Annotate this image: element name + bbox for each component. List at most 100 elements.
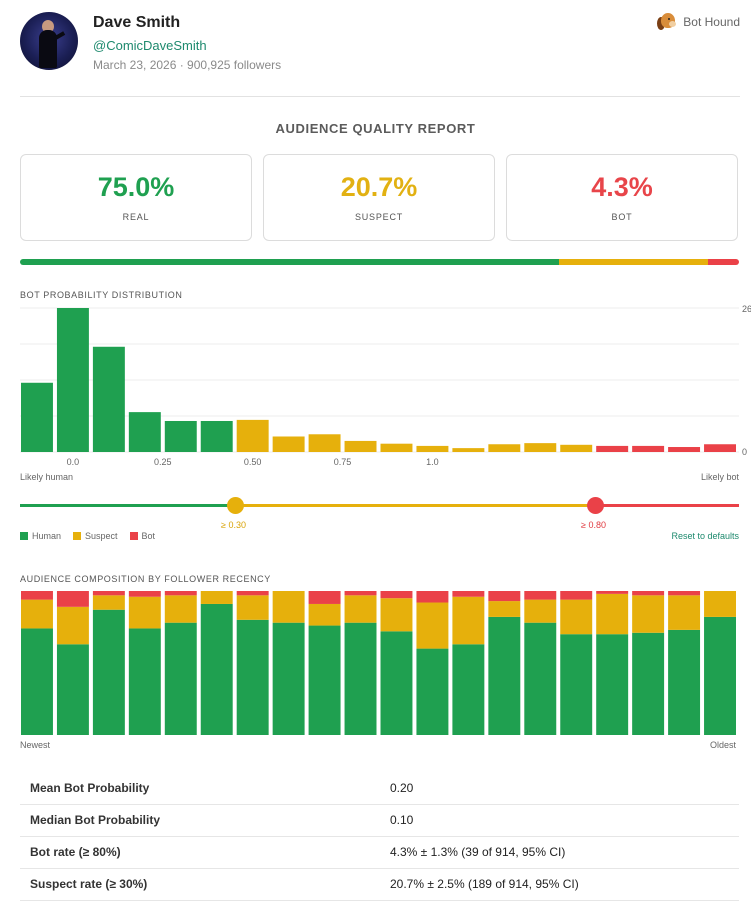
distribution-chart: 26 0 Likely human Likely bot 0.0 0.25 0.50… [20,304,751,482]
distribution-bar[interactable] [668,447,701,452]
composition-suspect-segment[interactable] [560,599,593,635]
distribution-bar[interactable] [596,445,629,452]
composition-suspect-segment[interactable] [344,595,377,623]
composition-suspect-segment[interactable] [200,591,233,604]
composition-bot-segment[interactable] [21,591,53,600]
composition-bot-segment[interactable] [416,591,449,603]
composition-bot-segment[interactable] [560,591,593,600]
bot-threshold-handle[interactable] [587,497,604,514]
composition-human-segment[interactable] [236,619,269,735]
composition-suspect-segment[interactable] [21,599,53,629]
composition-bot-segment[interactable] [92,591,125,596]
composition-human-segment[interactable] [200,603,233,735]
x-tick-label: 0.25 [154,457,172,467]
composition-suspect-segment[interactable] [56,606,89,645]
distribution-bar[interactable] [488,444,521,452]
dog-icon [656,12,678,32]
likely-bot-label: Likely bot [701,472,740,482]
composition-human-segment[interactable] [524,622,557,735]
composition-suspect-segment[interactable] [164,595,197,623]
profile-handle[interactable]: @ComicDaveSmith [93,38,207,53]
composition-suspect-segment[interactable] [452,596,485,645]
legend: Human Suspect Bot [20,531,155,541]
likely-human-label: Likely human [20,472,73,482]
composition-bot-segment[interactable] [56,591,89,607]
distribution-bar[interactable] [56,308,89,452]
composition-human-segment[interactable] [344,622,377,735]
distribution-bar[interactable] [236,419,269,452]
composition-human-segment[interactable] [632,632,665,735]
composition-human-segment[interactable] [128,628,161,735]
composition-human-segment[interactable] [380,631,413,735]
composition-suspect-segment[interactable] [272,591,305,623]
composition-bot-segment[interactable] [236,591,269,596]
bot-value: 4.3% [591,172,653,202]
distribution-bar[interactable] [452,448,485,452]
distribution-bar[interactable] [344,440,377,452]
distribution-bar[interactable] [560,444,593,452]
composition-human-segment[interactable] [56,644,89,735]
distribution-bar[interactable] [21,382,53,452]
distribution-bar[interactable] [524,443,557,452]
composition-human-segment[interactable] [21,628,53,735]
distribution-bar[interactable] [128,412,161,452]
distribution-bar[interactable] [380,443,413,452]
legend-human: Human [20,531,61,541]
composition-suspect-segment[interactable] [596,593,629,635]
composition-suspect-segment[interactable] [380,598,413,632]
composition-bot-segment[interactable] [164,591,197,596]
reset-defaults-link[interactable]: Reset to defaults [671,531,739,541]
distribution-bar[interactable] [308,434,341,452]
composition-suspect-segment[interactable] [632,595,665,633]
distribution-bar[interactable] [632,445,665,452]
composition-human-segment[interactable] [668,629,701,735]
composition-suspect-segment[interactable] [524,599,557,623]
composition-human-segment[interactable] [452,644,485,735]
composition-suspect-segment[interactable] [308,603,341,626]
composition-human-segment[interactable] [560,634,593,735]
composition-human-segment[interactable] [272,622,305,735]
composition-bot-segment[interactable] [308,591,341,604]
stat-row-bot-rate: Bot rate (≥ 80%) 4.3% ± 1.3% (39 of 914,… [20,836,739,869]
composition-human-segment[interactable] [92,609,125,735]
avatar[interactable] [20,12,78,70]
composition-human-segment[interactable] [488,616,521,735]
composition-suspect-segment[interactable] [92,595,125,610]
composition-bot-segment[interactable] [344,591,377,596]
distribution-title: BOT PROBABILITY DISTRIBUTION [20,290,183,300]
composition-suspect-segment[interactable] [128,596,161,629]
stat-value: 20.7% ± 2.5% (189 of 914, 95% CI) [380,868,739,901]
composition-bot-segment[interactable] [488,591,521,602]
brand-logo[interactable]: Bot Hound [656,12,740,32]
composition-suspect-segment[interactable] [488,601,521,617]
composition-human-segment[interactable] [308,625,341,735]
composition-suspect-segment[interactable] [668,595,701,630]
composition-bot-segment[interactable] [452,591,485,597]
composition-suspect-segment[interactable] [416,602,449,649]
composition-human-segment[interactable] [164,622,197,735]
composition-bot-segment[interactable] [380,591,413,599]
composition-human-segment[interactable] [596,634,629,735]
threshold-slider[interactable] [20,495,739,517]
distribution-bar[interactable] [704,444,736,452]
composition-human-segment[interactable] [416,648,449,735]
distribution-bar[interactable] [164,420,197,452]
composition-bot-segment[interactable] [128,591,161,597]
suspect-label: SUSPECT [354,212,404,222]
real-card: 75.0% REAL [20,154,252,241]
stat-label: Median Bot Probability [20,804,380,837]
composition-bot-segment[interactable] [632,591,665,596]
x-tick-label: 0.0 [67,457,80,467]
profile-meta: March 23, 2026 · 900,925 followers [93,58,282,72]
composition-suspect-segment[interactable] [236,595,269,620]
distribution-bar[interactable] [200,420,233,452]
distribution-bar[interactable] [92,346,125,452]
distribution-bar[interactable] [272,436,305,452]
composition-bot-segment[interactable] [668,591,701,596]
composition-bot-segment[interactable] [596,591,629,594]
suspect-threshold-handle[interactable] [227,497,244,514]
composition-suspect-segment[interactable] [704,591,736,617]
composition-human-segment[interactable] [704,616,736,735]
distribution-bar[interactable] [416,445,449,452]
composition-bot-segment[interactable] [524,591,557,600]
